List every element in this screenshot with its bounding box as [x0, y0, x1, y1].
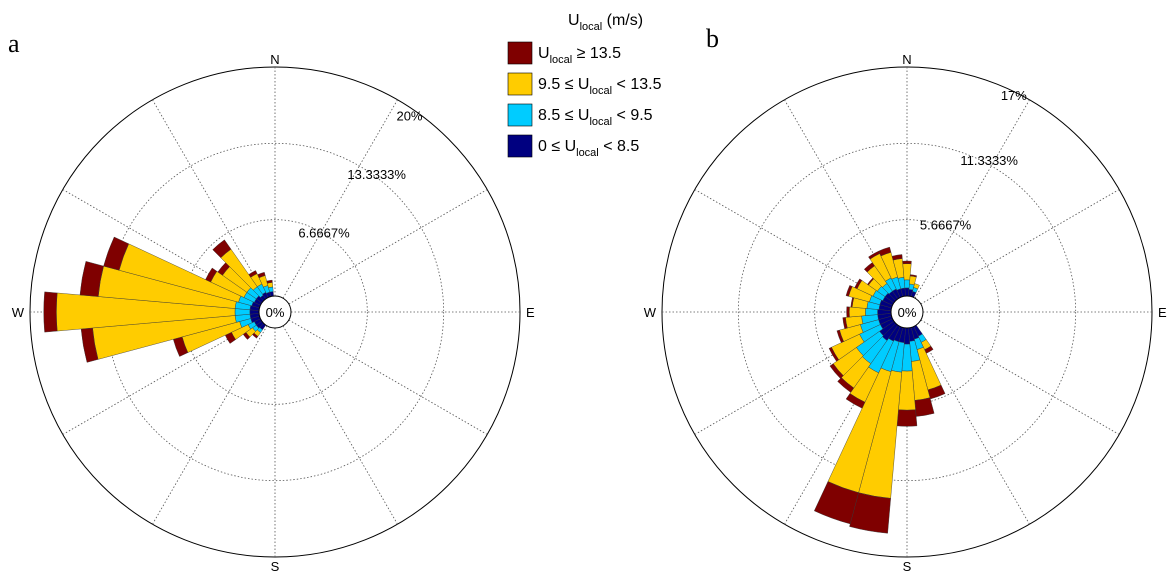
- windrose-wedge: [266, 279, 273, 284]
- legend-item-pre: 0 ≤ U: [538, 138, 576, 155]
- compass-west-label: W: [12, 305, 25, 320]
- legend-item-pre: 8.5 ≤ U: [538, 107, 589, 124]
- windrose-wedge: [814, 481, 859, 525]
- windrose-wedge: [878, 246, 892, 257]
- windrose-wedge: [903, 279, 911, 289]
- legend-item-sub: local: [589, 116, 612, 128]
- windrose-wedge: [836, 329, 844, 343]
- ring-label: 11.3333%: [960, 153, 1018, 168]
- windrose-wedge: [205, 267, 218, 283]
- windrose-wedge: [849, 306, 866, 318]
- windrose-wedge: [842, 317, 848, 329]
- legend-item-post: < 9.5: [612, 107, 653, 124]
- windrose-wedge: [79, 261, 104, 297]
- grid-ring: [182, 219, 368, 405]
- legend-item-post: < 8.5: [599, 138, 640, 155]
- legend-item-post: ≥ 13.5: [572, 45, 621, 62]
- panel-label: b: [706, 24, 719, 53]
- windrose-panel-a: a 0% 6.6667% 13.3333% 20% N S E W: [8, 29, 535, 574]
- legend-item-post: < 13.5: [612, 76, 661, 93]
- legend-item-sub: local: [576, 147, 599, 159]
- panel-label: a: [8, 29, 20, 58]
- windrose-wedge: [909, 274, 917, 278]
- legend-item-label: 8.5 ≤ Ulocal < 9.5: [538, 107, 653, 128]
- legend-item-sub: local: [589, 85, 612, 97]
- windrose-wedge: [828, 346, 839, 362]
- ring-label: 17%: [1001, 88, 1027, 103]
- grid-ring: [737, 142, 1077, 482]
- center-circle: [258, 295, 292, 329]
- ring-label: 5.6667%: [920, 218, 972, 233]
- legend-title-main: U: [568, 12, 580, 29]
- windrose-wedge: [837, 377, 855, 393]
- windrose-wedge: [103, 236, 129, 271]
- windrose-wedge: [248, 270, 258, 278]
- legend-item-label: 0 ≤ Ulocal < 8.5: [538, 138, 639, 159]
- legend-item-label: Ulocal ≥ 13.5: [538, 45, 621, 66]
- windrose-wedge: [849, 492, 891, 534]
- center-circle: [890, 295, 924, 329]
- windrose-wedge: [913, 283, 920, 290]
- windrose-wedge: [896, 409, 918, 427]
- legend-title-sub: local: [580, 21, 603, 33]
- windrose-wedge: [212, 239, 232, 259]
- windrose-wedge: [43, 291, 58, 333]
- compass-west-label: W: [644, 305, 657, 320]
- legend-swatch: [507, 72, 533, 96]
- compass-north-label: N: [902, 52, 911, 67]
- compass-south-label: S: [903, 559, 912, 574]
- legend-title-tail: (m/s): [602, 12, 643, 29]
- windrose-wedge: [854, 278, 863, 289]
- windrose-wedge: [257, 271, 266, 279]
- compass-east-label: E: [526, 305, 535, 320]
- compass-east-label: E: [1158, 305, 1167, 320]
- center-label: 0%: [898, 305, 917, 320]
- compass-north-label: N: [270, 52, 279, 67]
- ring-label: 20%: [396, 108, 422, 123]
- compass-south-label: S: [271, 559, 280, 574]
- ring-label: 13.3333%: [347, 167, 406, 182]
- legend-swatch: [507, 134, 533, 158]
- ring-label: 6.6667%: [298, 225, 350, 240]
- legend-item-pre: 9.5 ≤ U: [538, 76, 589, 93]
- legend: Ulocal (m/s) Ulocal ≥ 13.59.5 ≤ Ulocal <…: [507, 12, 662, 159]
- legend-swatch: [507, 103, 533, 127]
- legend-item-sub: local: [550, 54, 573, 66]
- legend-item-label: 9.5 ≤ Ulocal < 13.5: [538, 76, 662, 97]
- windrose-wedge: [845, 393, 866, 409]
- windrose-wedge: [902, 260, 912, 265]
- windrose-wedge: [829, 363, 844, 379]
- legend-item-pre: U: [538, 45, 550, 62]
- windrose-wedge: [846, 306, 850, 318]
- center-label: 0%: [266, 305, 285, 320]
- legend-title: Ulocal (m/s): [568, 12, 643, 33]
- windrose-panel-b: b 0% 5.6667% 11.3333% 17% N S E W: [644, 24, 1167, 574]
- legend-swatch: [507, 41, 533, 65]
- windrose-wedge: [891, 254, 903, 261]
- windrose-wedge: [845, 285, 853, 297]
